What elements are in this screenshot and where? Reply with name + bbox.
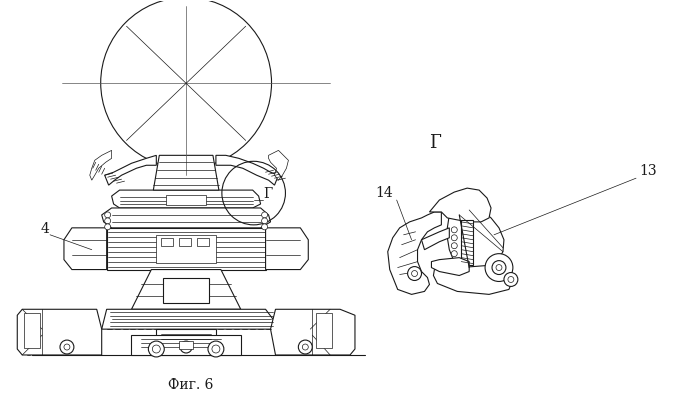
Bar bbox=[164, 277, 209, 303]
Polygon shape bbox=[105, 155, 157, 185]
Bar bbox=[179, 238, 191, 246]
Circle shape bbox=[452, 227, 457, 233]
Bar bbox=[179, 341, 193, 349]
Circle shape bbox=[212, 345, 220, 353]
Polygon shape bbox=[268, 151, 289, 180]
Bar bbox=[166, 195, 206, 205]
Circle shape bbox=[261, 218, 268, 224]
Circle shape bbox=[303, 344, 308, 350]
Bar bbox=[24, 313, 40, 348]
Circle shape bbox=[452, 243, 457, 249]
Text: 14: 14 bbox=[375, 186, 393, 200]
Circle shape bbox=[504, 272, 518, 286]
Circle shape bbox=[508, 276, 514, 283]
Text: Фиг. 6: Фиг. 6 bbox=[168, 378, 214, 392]
Bar bbox=[161, 238, 173, 246]
Polygon shape bbox=[64, 228, 107, 270]
Circle shape bbox=[101, 0, 271, 168]
Circle shape bbox=[152, 345, 160, 353]
Polygon shape bbox=[429, 188, 491, 222]
Circle shape bbox=[492, 261, 506, 274]
Circle shape bbox=[105, 212, 110, 218]
Polygon shape bbox=[101, 208, 271, 228]
Polygon shape bbox=[131, 270, 240, 309]
Circle shape bbox=[485, 254, 513, 281]
Polygon shape bbox=[101, 309, 280, 329]
Bar bbox=[197, 238, 209, 246]
Polygon shape bbox=[271, 309, 355, 355]
Text: 13: 13 bbox=[639, 164, 656, 178]
Circle shape bbox=[452, 251, 457, 256]
Circle shape bbox=[452, 235, 457, 241]
Bar bbox=[157, 235, 216, 263]
Circle shape bbox=[60, 340, 74, 354]
Polygon shape bbox=[17, 309, 101, 355]
Circle shape bbox=[412, 270, 417, 276]
Bar bbox=[157, 329, 216, 347]
Bar bbox=[131, 335, 240, 355]
Text: 4: 4 bbox=[40, 222, 49, 236]
Polygon shape bbox=[431, 258, 469, 276]
Polygon shape bbox=[216, 155, 278, 185]
Polygon shape bbox=[89, 151, 112, 180]
Polygon shape bbox=[433, 265, 514, 294]
Circle shape bbox=[64, 344, 70, 350]
Bar bbox=[316, 313, 332, 348]
Circle shape bbox=[261, 212, 268, 218]
Circle shape bbox=[148, 341, 164, 357]
Polygon shape bbox=[153, 155, 219, 190]
Bar bbox=[461, 220, 473, 265]
Polygon shape bbox=[266, 228, 308, 270]
Circle shape bbox=[208, 341, 224, 357]
Circle shape bbox=[180, 341, 192, 353]
Circle shape bbox=[105, 218, 110, 224]
Polygon shape bbox=[421, 228, 449, 249]
Polygon shape bbox=[112, 190, 261, 208]
Circle shape bbox=[408, 267, 421, 281]
Polygon shape bbox=[388, 212, 441, 294]
Circle shape bbox=[496, 265, 502, 270]
Bar bbox=[107, 228, 266, 270]
Circle shape bbox=[105, 224, 110, 230]
Text: Г: Г bbox=[264, 187, 273, 201]
Polygon shape bbox=[447, 208, 504, 272]
Text: Г: Г bbox=[429, 135, 441, 153]
Circle shape bbox=[261, 224, 268, 230]
Circle shape bbox=[298, 340, 312, 354]
